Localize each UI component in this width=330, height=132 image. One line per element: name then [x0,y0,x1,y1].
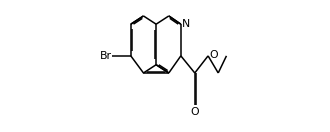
Text: N: N [182,19,190,29]
Text: O: O [209,50,218,60]
Text: Br: Br [99,51,112,61]
Text: O: O [190,107,199,117]
